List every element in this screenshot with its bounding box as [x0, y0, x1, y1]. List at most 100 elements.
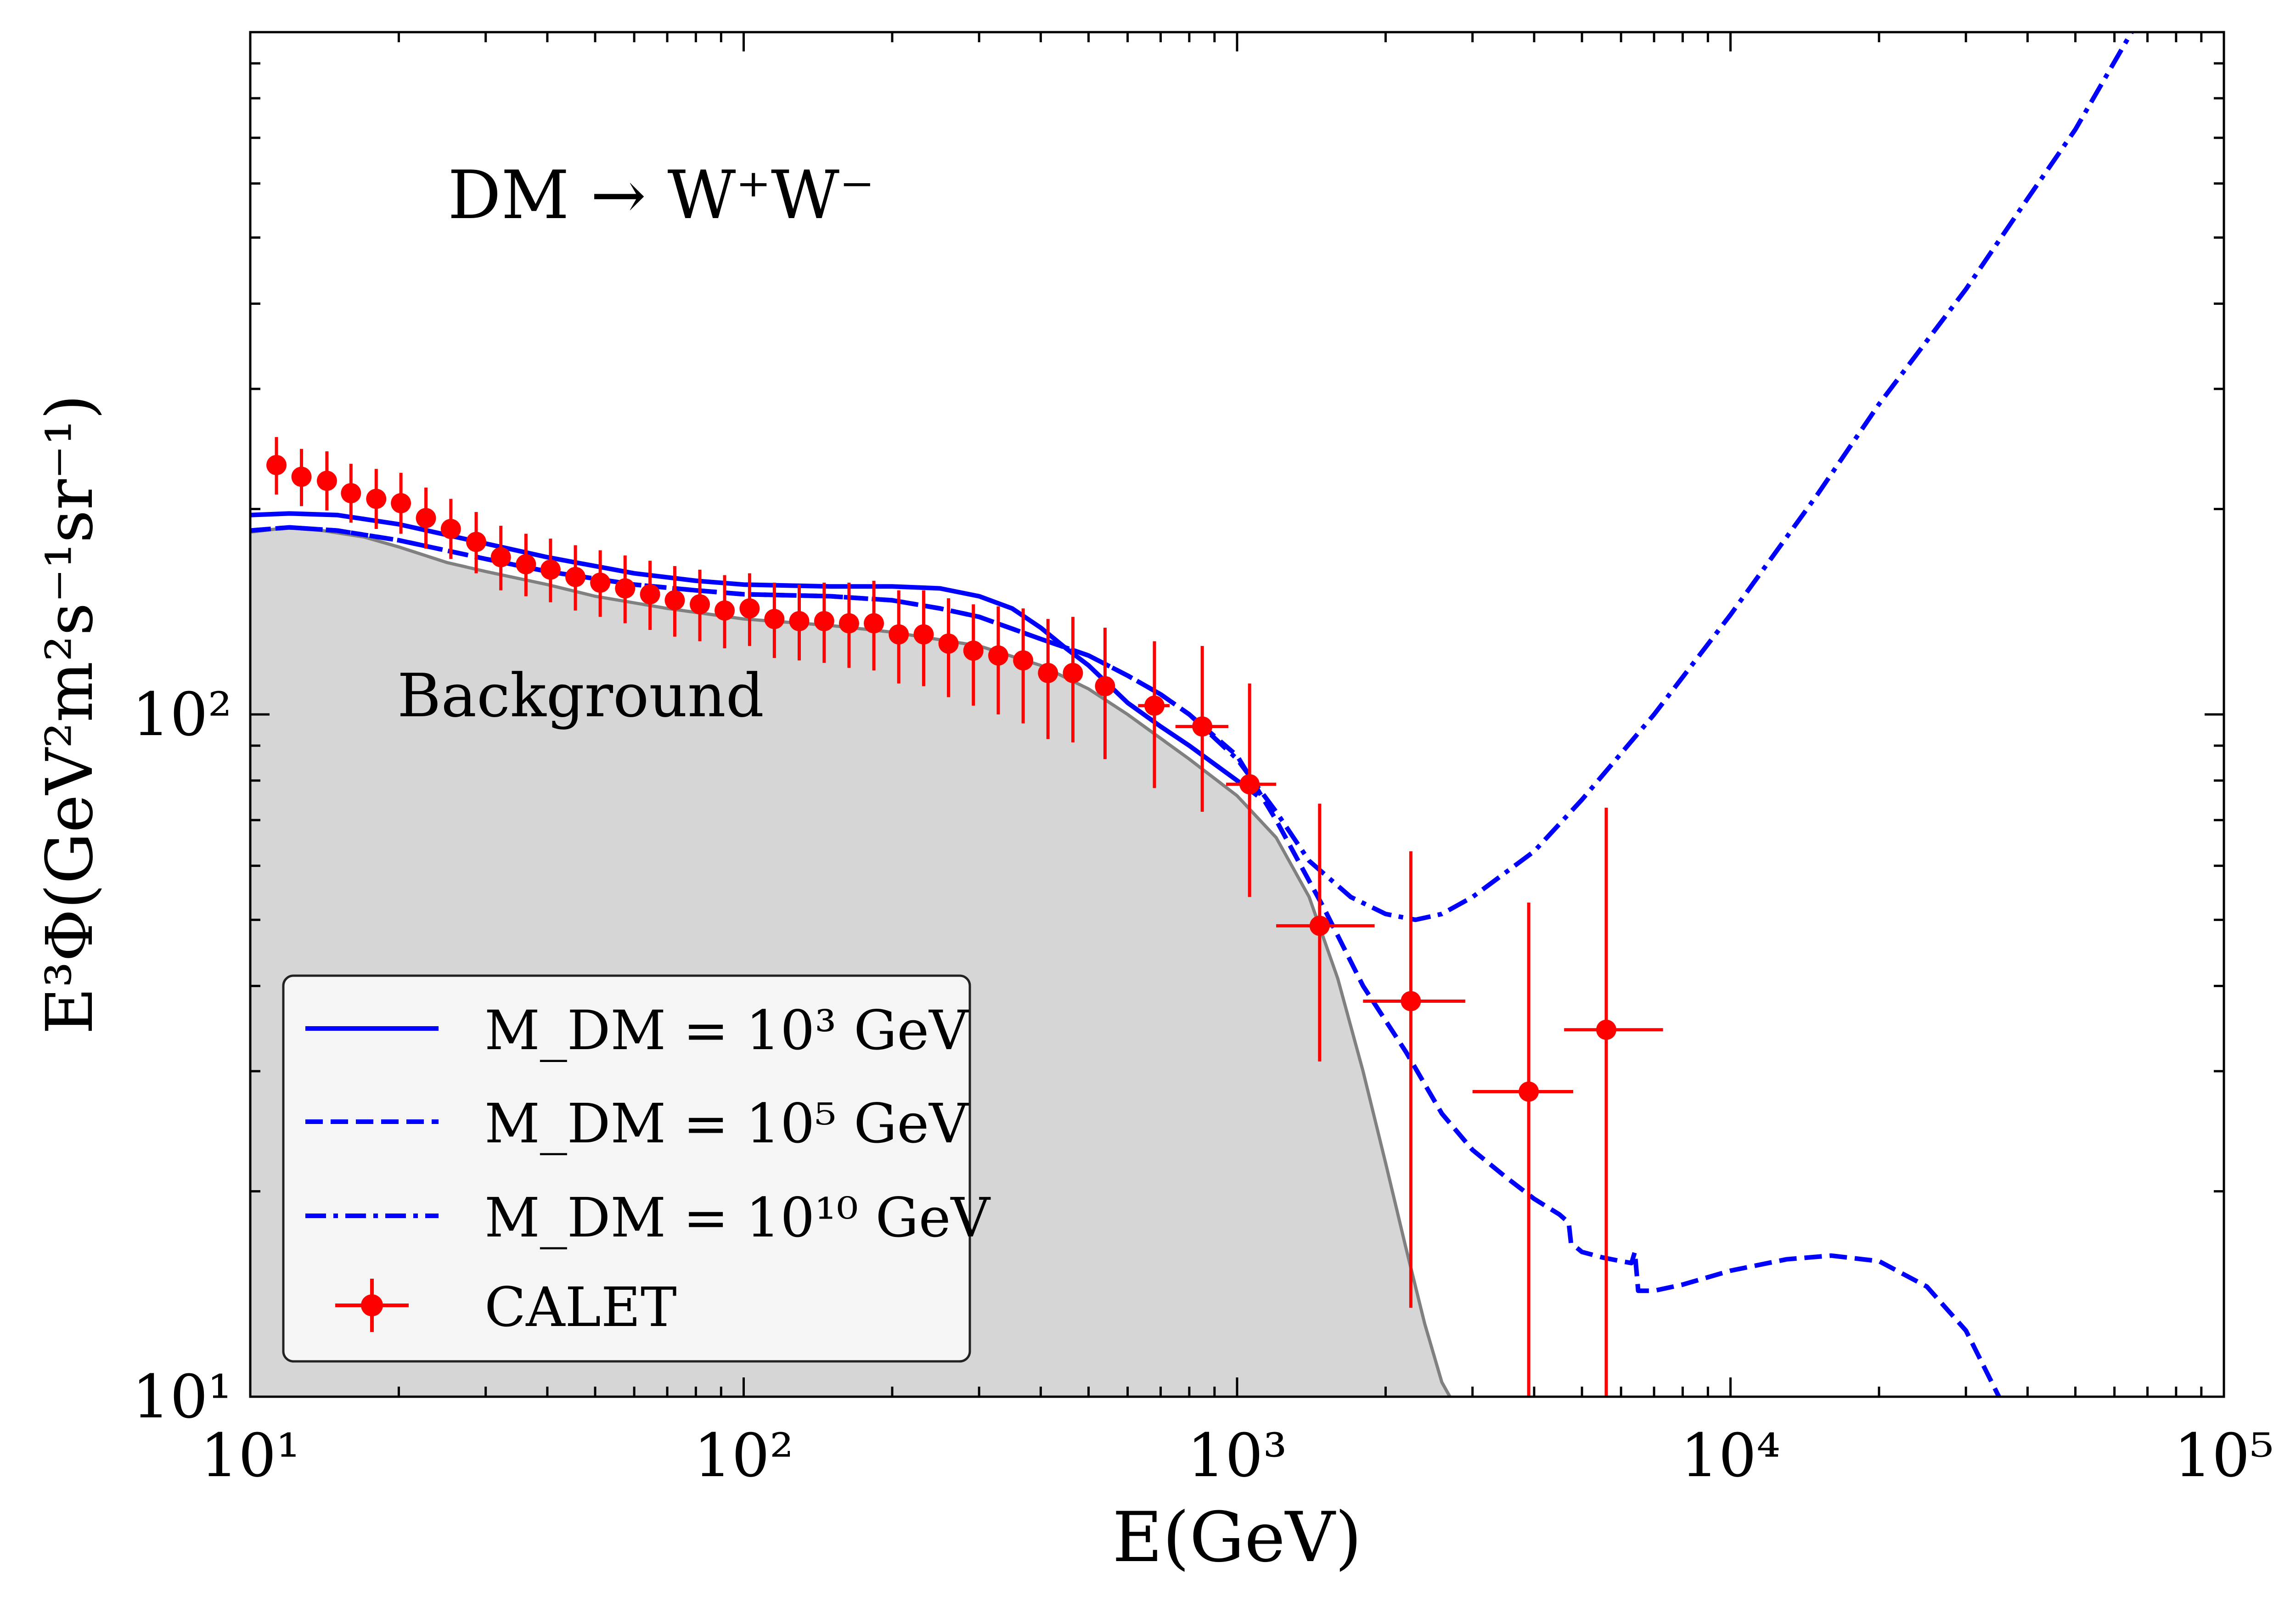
calet-marker	[316, 471, 337, 491]
calet-point	[291, 449, 312, 506]
calet-marker	[814, 611, 834, 631]
annotation-background: Background	[397, 661, 764, 730]
x-tick-label: 10²	[694, 1421, 794, 1490]
calet-marker	[864, 613, 884, 634]
calet-marker	[1401, 991, 1421, 1011]
tick-labels: 10¹ 10² 10³ 10⁴ 10⁵ 10¹ 10²	[132, 680, 2273, 1490]
calet-point	[466, 512, 486, 573]
calet-point	[316, 451, 337, 511]
calet-point	[889, 590, 909, 684]
calet-point	[1363, 851, 1465, 1308]
calet-point	[715, 575, 735, 648]
calet-marker	[615, 578, 636, 599]
legend-swatch-calet-marker	[361, 1294, 383, 1316]
calet-point	[764, 583, 785, 658]
calet-point	[690, 569, 710, 641]
calet-marker	[490, 547, 511, 568]
calet-marker	[1063, 663, 1083, 683]
calet-point	[1013, 608, 1034, 724]
calet-marker	[838, 613, 859, 634]
y-tick-label: 10¹	[132, 1362, 232, 1432]
calet-marker	[341, 483, 361, 504]
y-axis-label: E³Φ(GeV²m²s⁻¹sr⁻¹)	[33, 394, 107, 1034]
calet-point	[416, 487, 436, 549]
calet-marker	[664, 590, 685, 611]
calet-marker	[764, 609, 785, 629]
calet-point	[590, 550, 611, 617]
calet-marker	[1013, 650, 1034, 671]
calet-marker	[1239, 774, 1260, 795]
calet-marker	[715, 600, 735, 621]
calet-point	[789, 584, 810, 661]
calet-point	[1038, 619, 1058, 739]
calet-marker	[366, 489, 387, 509]
calet-marker	[291, 466, 312, 487]
x-axis-label: E(GeV)	[1112, 1498, 1362, 1578]
legend-label-1e10: M_DM = 10¹⁰ GeV	[484, 1186, 991, 1249]
x-tick-label: 10³	[1187, 1421, 1287, 1490]
calet-marker	[1596, 1019, 1616, 1040]
calet-marker	[416, 508, 436, 528]
calet-marker	[516, 554, 536, 574]
calet-point	[938, 598, 959, 697]
calet-marker	[540, 559, 561, 580]
calet-marker	[1144, 695, 1165, 716]
calet-marker	[1192, 716, 1213, 737]
calet-marker	[789, 611, 810, 631]
calet-marker	[913, 624, 934, 645]
calet-point	[440, 499, 461, 559]
calet-marker	[938, 633, 959, 654]
calet-point	[1095, 628, 1115, 759]
calet-marker	[690, 594, 710, 615]
calet-point	[366, 469, 387, 529]
calet-point	[739, 573, 760, 646]
calet-marker	[466, 532, 486, 552]
calet-marker	[565, 567, 586, 587]
calet-point	[490, 526, 511, 590]
calet-point	[266, 437, 287, 495]
calet-point	[988, 606, 1008, 714]
calet-point	[1138, 641, 1170, 788]
calet-marker	[889, 624, 909, 645]
legend-label-1e5: M_DM = 10⁵ GeV	[484, 1092, 969, 1155]
calet-point	[640, 561, 660, 630]
calet-point	[838, 583, 859, 668]
calet-marker	[1038, 663, 1058, 683]
calet-marker	[266, 455, 287, 475]
calet-marker	[640, 584, 660, 605]
calet-point	[516, 534, 536, 596]
calet-layer	[266, 437, 1663, 1397]
calet-marker	[590, 573, 611, 593]
axis-ticks	[249, 31, 2225, 1398]
calet-point	[1472, 902, 1573, 1397]
annotation-dm-title: DM → W⁺W⁻	[448, 157, 875, 234]
calet-marker	[1309, 916, 1330, 936]
x-tick-label: 10⁴	[1681, 1421, 1781, 1490]
calet-point	[814, 583, 834, 663]
legend-label-1e3: M_DM = 10³ GeV	[484, 999, 969, 1062]
calet-marker	[391, 493, 411, 513]
calet-point	[1276, 804, 1375, 1062]
calet-point	[864, 580, 884, 671]
calet-point	[1564, 808, 1663, 1397]
background-line	[250, 526, 1452, 1397]
y-tick-label: 10²	[132, 680, 232, 749]
calet-point	[565, 545, 586, 611]
plot-frame	[249, 31, 2225, 1398]
calet-marker	[739, 598, 760, 619]
calet-point	[1175, 646, 1228, 812]
x-tick-label: 10¹	[200, 1421, 300, 1490]
legend: M_DM = 10³ GeV M_DM = 10⁵ GeV M_DM = 10¹…	[282, 974, 991, 1363]
series-line-1e5	[250, 525, 2001, 1397]
calet-point	[540, 539, 561, 602]
calet-point	[1226, 683, 1277, 897]
legend-box	[282, 974, 971, 1363]
calet-point	[963, 604, 984, 706]
calet-point	[913, 590, 934, 686]
calet-marker	[963, 641, 984, 661]
calet-point	[615, 555, 636, 624]
calet-point	[1063, 617, 1083, 742]
calet-point	[341, 464, 361, 523]
x-tick-label: 10⁵	[2174, 1421, 2274, 1490]
